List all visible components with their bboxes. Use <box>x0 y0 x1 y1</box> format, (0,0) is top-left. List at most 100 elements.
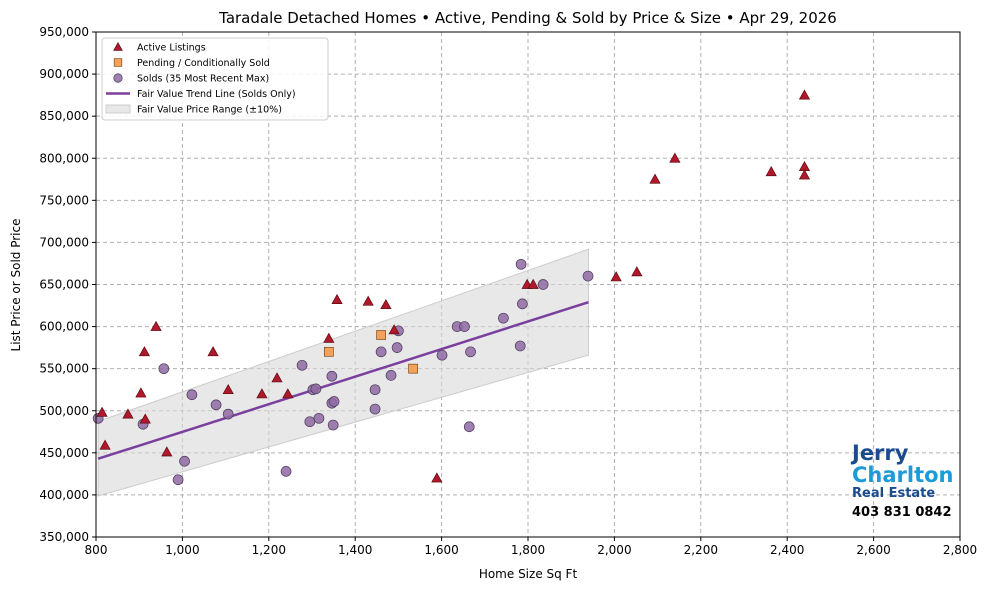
legend-band-swatch <box>105 104 131 114</box>
x-tick-label: 1,200 <box>252 543 286 557</box>
legend-label: Pending / Conditionally Sold <box>137 58 270 69</box>
y-tick-label: 550,000 <box>39 362 89 376</box>
x-tick-label: 2,200 <box>684 543 718 557</box>
circle-point <box>459 321 470 332</box>
x-tick-label: 2,400 <box>770 543 804 557</box>
triangle-point <box>135 387 147 398</box>
triangle-point <box>388 324 400 335</box>
y-axis: 350,000 400,000 450,000 500,000 550,000 600,0… <box>39 25 96 544</box>
x-tick-label: 1,400 <box>338 543 372 557</box>
circle-point <box>375 346 387 358</box>
circle-point <box>158 363 170 375</box>
triangle-point <box>610 271 622 282</box>
logo-line2: Charlton <box>852 463 954 487</box>
x-tick-label: 800 <box>85 543 108 557</box>
legend-label: Fair Value Trend Line (Solds Only) <box>137 89 296 100</box>
circle-point <box>537 279 549 290</box>
triangle-point <box>139 413 151 424</box>
logo: Jerry Charlton Real Estate 403 831 0842 <box>850 441 954 520</box>
y-tick-label: 600,000 <box>39 320 89 334</box>
circle-point <box>436 349 448 361</box>
y-tick-label: 800,000 <box>39 151 89 165</box>
circle-point <box>326 370 338 382</box>
triangle-point <box>122 408 134 419</box>
triangle-point <box>150 320 162 331</box>
triangle-point <box>222 383 234 395</box>
triangle-point <box>669 152 681 163</box>
triangle-point <box>96 406 108 417</box>
triangle-point <box>161 446 173 457</box>
circle-point <box>327 419 339 431</box>
y-tick-label: 400,000 <box>39 488 89 502</box>
y-tick-label: 650,000 <box>39 278 89 292</box>
circle-point <box>280 466 292 477</box>
y-tick-label: 950,000 <box>39 25 89 39</box>
circle-point <box>391 342 403 353</box>
x-tick-label: 1,000 <box>165 543 199 557</box>
circle-point <box>369 384 381 396</box>
x-tick-label: 1,600 <box>424 543 458 557</box>
chart-title: Taradale Detached Homes • Active, Pendin… <box>218 9 837 27</box>
circle-point <box>179 455 190 467</box>
triangle-point <box>649 173 661 184</box>
legend-label: Fair Value Price Range (±10%) <box>137 105 282 116</box>
x-tick-label: 2,600 <box>856 543 890 557</box>
legend-label: Solds (35 Most Recent Max) <box>137 74 269 85</box>
y-tick-label: 750,000 <box>39 193 89 207</box>
triangle-point <box>431 472 443 483</box>
y-tick-label: 500,000 <box>39 404 89 418</box>
fair-value-trend-line <box>97 300 589 460</box>
legend-square-swatch <box>113 58 123 67</box>
y-tick-label: 900,000 <box>39 67 89 81</box>
square-point <box>323 346 334 357</box>
triangle-point <box>380 298 392 310</box>
triangle-point <box>271 372 283 383</box>
triangle-point <box>798 169 811 180</box>
circle-point <box>304 416 316 428</box>
triangle-point <box>138 346 150 357</box>
triangle-point <box>798 160 811 172</box>
triangle-point <box>331 293 343 304</box>
y-tick-label: 700,000 <box>39 235 89 249</box>
triangle-point <box>207 346 219 357</box>
circle-point <box>498 312 509 324</box>
legend-frame <box>101 37 329 121</box>
x-axis: 800 1,000 1,200 1,400 1,600 1,800 2,000 2,200 2,… <box>85 537 977 557</box>
x-tick-label: 2,000 <box>597 543 631 557</box>
triangle-point <box>798 89 811 100</box>
triangle-point <box>256 388 268 399</box>
circle-point <box>465 346 476 358</box>
fair-value-band <box>97 248 589 497</box>
circle-point <box>369 403 381 415</box>
circle-point <box>310 383 322 395</box>
circle-point <box>328 396 340 407</box>
circle-point <box>514 340 526 352</box>
logo-line1: Jerry <box>850 441 909 465</box>
triangle-point <box>282 388 294 399</box>
y-tick-label: 850,000 <box>39 109 89 123</box>
y-axis-label: List Price or Sold Price <box>9 219 23 352</box>
triangle-point <box>631 266 643 277</box>
fair-value-range-band <box>97 248 589 497</box>
triangle-point <box>765 165 777 177</box>
triangle-point <box>323 332 335 343</box>
circle-point <box>515 258 527 270</box>
circle-point <box>385 370 397 381</box>
x-tick-label: 1,800 <box>511 543 545 557</box>
data-points <box>92 89 811 486</box>
y-tick-label: 450,000 <box>39 446 89 460</box>
legend-triangle-swatch <box>113 42 123 51</box>
legend-label: Active Listings <box>137 43 206 54</box>
circle-point <box>210 399 222 411</box>
legend-circle-swatch <box>113 73 123 83</box>
x-tick-label: 2,800 <box>943 543 977 557</box>
legend: Active Listings Pending / Conditionally S… <box>101 37 329 121</box>
logo-phone: 403 831 0842 <box>852 505 952 520</box>
circle-point <box>186 389 198 401</box>
circle-point <box>313 412 325 424</box>
square-point <box>376 330 386 340</box>
circle-point <box>172 474 184 486</box>
triangle-point <box>99 439 111 450</box>
y-tick-label: 350,000 <box>39 530 89 544</box>
